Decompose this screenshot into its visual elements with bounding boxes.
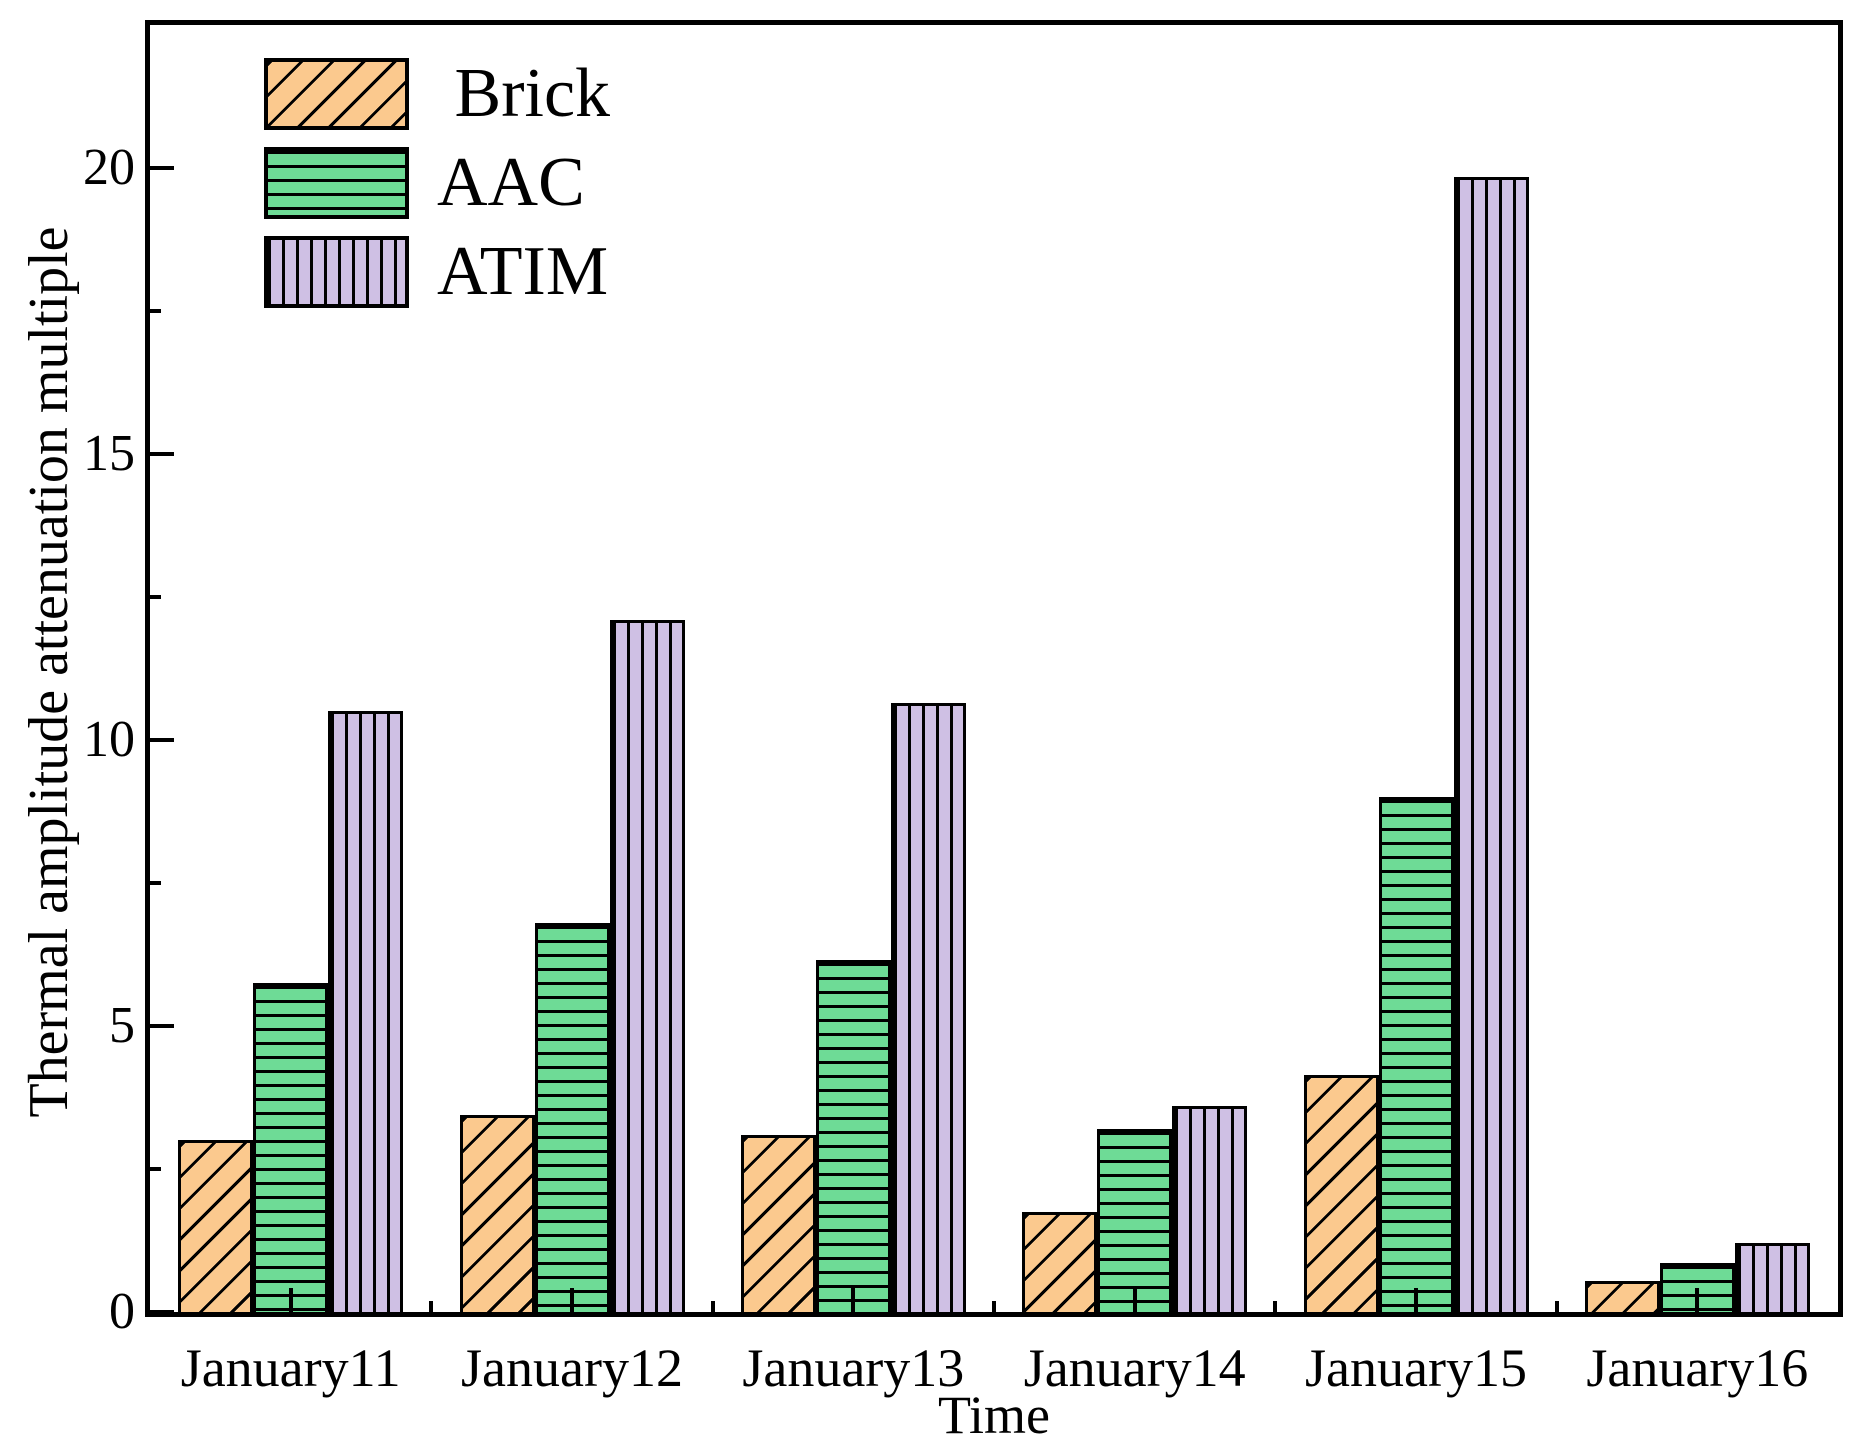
plot-area bbox=[145, 20, 1843, 1317]
legend-item-brick: Brick bbox=[264, 58, 610, 130]
bar-january12-aac bbox=[534, 923, 610, 1312]
bar-january13-brick bbox=[740, 1134, 816, 1312]
legend-swatch-vertical-hatch bbox=[264, 236, 409, 308]
bar-january13-aac bbox=[815, 960, 891, 1312]
x-major-tick bbox=[851, 1288, 856, 1312]
bar-january12-atim bbox=[609, 619, 685, 1312]
x-major-tick bbox=[570, 1288, 574, 1312]
x-minor-tick bbox=[1554, 1301, 1559, 1312]
y-tick-label: 15 bbox=[83, 425, 135, 482]
y-tick-label: 0 bbox=[109, 1283, 135, 1340]
bar-january14-brick bbox=[1022, 1211, 1098, 1312]
legend: Brick AAC ATIM bbox=[264, 58, 610, 325]
bar-january14-atim bbox=[1172, 1106, 1248, 1312]
x-major-tick bbox=[1695, 1288, 1700, 1312]
bar-january15-brick bbox=[1303, 1074, 1379, 1312]
y-major-tick bbox=[150, 1024, 174, 1028]
bar-january16-atim bbox=[1734, 1243, 1810, 1312]
x-axis-title: Time bbox=[937, 1385, 1051, 1445]
x-major-tick bbox=[1132, 1288, 1137, 1312]
y-major-tick bbox=[150, 452, 174, 456]
y-minor-tick bbox=[150, 595, 161, 599]
x-tick-label: January14 bbox=[1023, 1338, 1246, 1398]
x-tick-label: January15 bbox=[1305, 1338, 1527, 1398]
legend-swatch-diagonal-hatch bbox=[264, 58, 409, 130]
x-minor-tick bbox=[429, 1301, 434, 1312]
legend-swatch-horizontal-hatch bbox=[264, 147, 409, 219]
x-tick-label: January13 bbox=[742, 1338, 965, 1398]
x-minor-tick bbox=[992, 1301, 996, 1312]
bar-january14-aac bbox=[1097, 1128, 1173, 1312]
bar-january15-aac bbox=[1378, 797, 1454, 1312]
bar-january11-aac bbox=[253, 983, 329, 1312]
legend-label: ATIM bbox=[437, 233, 609, 310]
bar-january13-atim bbox=[890, 702, 966, 1312]
legend-label: Brick bbox=[437, 55, 611, 132]
y-tick-label: 10 bbox=[83, 711, 135, 768]
y-major-tick bbox=[150, 1310, 174, 1314]
y-minor-tick bbox=[150, 309, 161, 313]
bar-january11-brick bbox=[178, 1140, 254, 1312]
y-tick-label: 5 bbox=[109, 997, 135, 1054]
legend-label: AAC bbox=[437, 144, 585, 221]
legend-item-aac: AAC bbox=[264, 147, 610, 219]
x-tick-label: January11 bbox=[180, 1338, 401, 1398]
bar-january11-atim bbox=[328, 711, 404, 1312]
bar-january15-atim bbox=[1453, 176, 1529, 1312]
x-tick-label: January16 bbox=[1586, 1338, 1809, 1398]
x-minor-tick bbox=[710, 1301, 715, 1312]
y-axis-title: Thermal amplitude attenuation multiple bbox=[18, 226, 80, 1118]
legend-item-atim: ATIM bbox=[264, 236, 610, 308]
x-minor-tick bbox=[1273, 1301, 1278, 1312]
y-minor-tick bbox=[150, 881, 161, 885]
bar-january16-brick bbox=[1584, 1280, 1660, 1312]
y-minor-tick bbox=[150, 1167, 161, 1171]
y-major-tick bbox=[150, 738, 174, 742]
x-major-tick bbox=[1414, 1288, 1418, 1312]
x-tick-label: January12 bbox=[461, 1338, 683, 1398]
bar-january12-brick bbox=[459, 1114, 535, 1312]
x-major-tick bbox=[288, 1288, 293, 1312]
y-tick-label: 20 bbox=[83, 139, 135, 196]
y-major-tick bbox=[150, 166, 174, 170]
